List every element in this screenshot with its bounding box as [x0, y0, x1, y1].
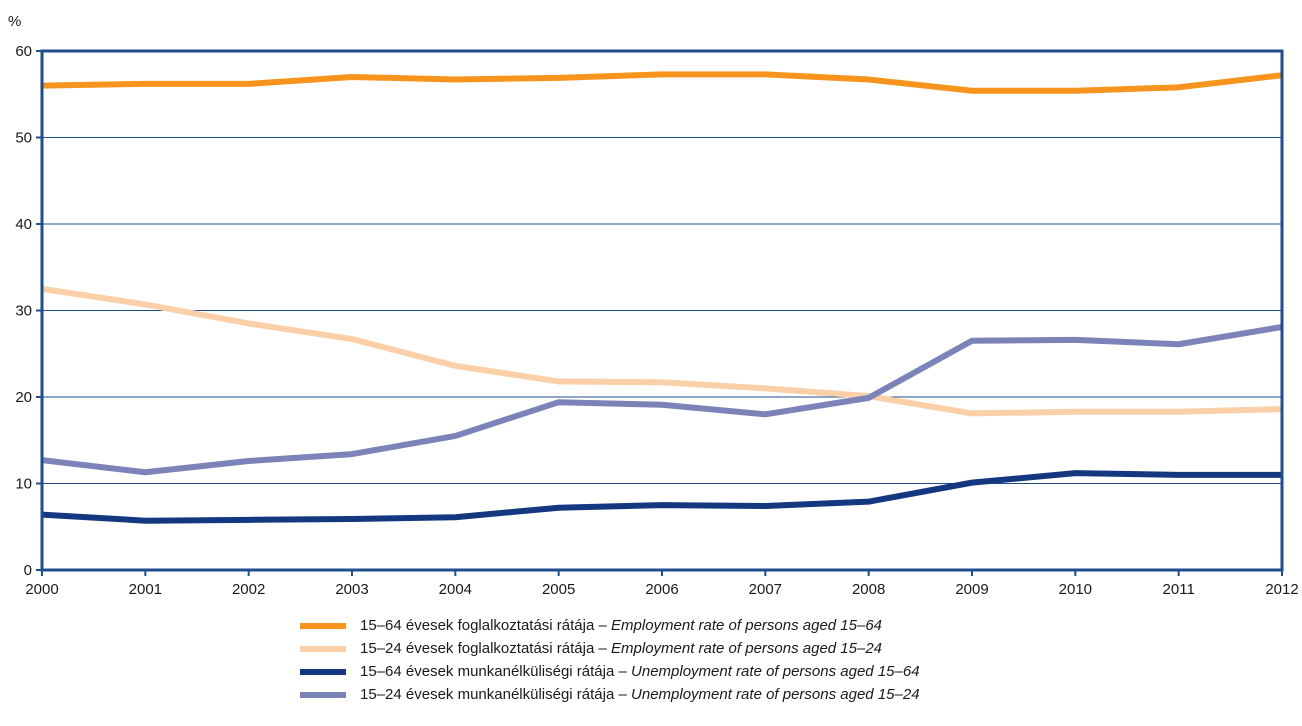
- x-tick-label: 2002: [232, 581, 265, 598]
- legend: 15–64 évesek foglalkoztatási rátája – Em…: [300, 614, 920, 706]
- legend-label-hu: 15–24 évesek foglalkoztatási rátája: [360, 640, 595, 657]
- x-tick-label: 2010: [1059, 581, 1092, 598]
- legend-label-en: Employment rate of persons aged 15–64: [611, 617, 883, 634]
- legend-swatch: [300, 622, 346, 629]
- series-line-2: [41, 285, 1283, 417]
- legend-swatch: [300, 668, 346, 675]
- y-tick-label: 40: [15, 216, 32, 233]
- legend-label-en: Unemployment rate of persons aged 15–24: [631, 686, 920, 703]
- legend-item: 15–64 évesek munkanélküliségi rátája – U…: [300, 660, 920, 683]
- legend-label-hu: 15–64 évesek munkanélküliségi rátája: [360, 663, 615, 680]
- series-line-4: [41, 323, 1283, 476]
- y-axis-unit-label: %: [8, 13, 21, 30]
- x-tick-label: 2004: [439, 581, 472, 598]
- x-tick-label: 2012: [1265, 581, 1298, 598]
- y-tick-label: 20: [15, 389, 32, 406]
- x-axis-ticks: 2000 2001 2002 2003 2004 2005 2006 2007 2008 2009…: [25, 570, 1299, 598]
- legend-swatch: [300, 645, 346, 652]
- legend-separator: –: [614, 686, 632, 703]
- series-line-1: [41, 71, 1283, 94]
- series-lines: [41, 71, 1283, 524]
- y-tick-label: 0: [24, 562, 32, 579]
- x-tick-label: 2001: [129, 581, 162, 598]
- legend-separator: –: [614, 663, 632, 680]
- x-tick-label: 2006: [645, 581, 678, 598]
- grid-lines: [42, 137, 1282, 484]
- legend-item: 15–64 évesek foglalkoztatási rátája – Em…: [300, 614, 920, 637]
- y-tick-label: 60: [15, 43, 32, 60]
- line-chart: % 0 10 20 30 40 50 60 2000 2001 2002 2003 2004 2005…: [8, 13, 1299, 598]
- y-tick-label: 50: [15, 130, 32, 147]
- y-tick-label: 30: [15, 303, 32, 320]
- x-tick-label: 2011: [1163, 581, 1195, 598]
- legend-label-hu: 15–64 évesek foglalkoztatási rátája: [360, 617, 595, 634]
- x-tick-label: 2000: [25, 581, 58, 598]
- legend-item: 15–24 évesek foglalkoztatási rátája – Em…: [300, 637, 920, 660]
- series-line-3: [41, 470, 1282, 524]
- y-tick-label: 10: [15, 476, 32, 493]
- legend-label-en: Employment rate of persons aged 15–24: [611, 640, 883, 657]
- legend-label-en: Unemployment rate of persons aged 15–64: [631, 663, 920, 680]
- x-tick-label: 2005: [542, 581, 575, 598]
- y-axis-ticks: 0 10 20 30 40 50 60: [15, 43, 42, 579]
- legend-separator: –: [594, 617, 612, 634]
- legend-separator: –: [594, 640, 612, 657]
- x-tick-label: 2009: [955, 581, 988, 598]
- plot-frame: [40, 49, 1284, 572]
- x-tick-label: 2008: [852, 581, 885, 598]
- x-tick-label: 2003: [335, 581, 368, 598]
- legend-label-hu: 15–24 évesek munkanélküliségi rátája: [360, 686, 615, 703]
- legend-item: 15–24 évesek munkanélküliségi rátája – U…: [300, 683, 920, 706]
- legend-swatch: [300, 691, 346, 698]
- x-tick-label: 2007: [749, 581, 782, 598]
